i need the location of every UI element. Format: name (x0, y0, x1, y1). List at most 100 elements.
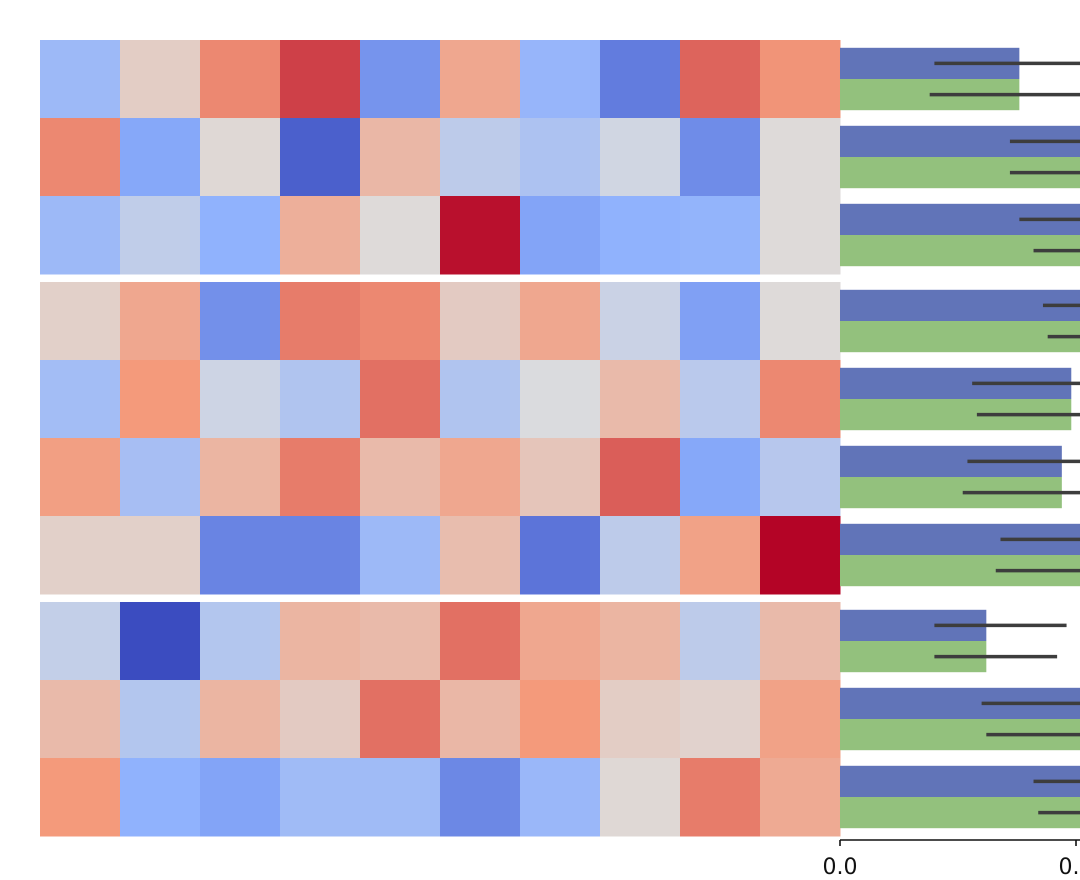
heatmap-cell (120, 360, 201, 439)
heatmap-cell (40, 360, 121, 439)
heatmap (40, 40, 841, 837)
heatmap-cell (120, 118, 201, 197)
heatmap-cell (40, 118, 121, 197)
x-tick-label: 0.0 (823, 855, 858, 880)
heatmap-cell (680, 282, 761, 361)
heatmap-cell (520, 438, 601, 517)
heatmap-cell (680, 602, 761, 681)
heatmap-cell (520, 516, 601, 595)
heatmap-cell (440, 758, 521, 837)
heatmap-cell (40, 40, 121, 119)
heatmap-cell (40, 516, 121, 595)
heatmap-cell (200, 438, 281, 517)
heatmap-cell (280, 282, 361, 361)
heatmap-cell (280, 680, 361, 759)
heatmap-cell (280, 196, 361, 275)
heatmap-cell (600, 516, 681, 595)
heatmap-cell (680, 196, 761, 275)
heatmap-cell (440, 680, 521, 759)
heatmap-cell (40, 758, 121, 837)
heatmap-cell (680, 438, 761, 517)
heatmap-cell (520, 282, 601, 361)
heatmap-cell (600, 40, 681, 119)
heatmap-cell (280, 516, 361, 595)
heatmap-cell (280, 118, 361, 197)
heatmap-cell (280, 438, 361, 517)
heatmap-cell (760, 40, 841, 119)
heatmap-cell (520, 680, 601, 759)
heatmap-cell (360, 40, 441, 119)
heatmap-cell (40, 602, 121, 681)
heatmap-cell (600, 680, 681, 759)
heatmap-cell (680, 118, 761, 197)
heatmap-cell (680, 40, 761, 119)
heatmap-cell (440, 40, 521, 119)
heatmap-cell (600, 602, 681, 681)
heatmap-cell (280, 360, 361, 439)
heatmap-cell (440, 438, 521, 517)
bar-series-2 (840, 321, 1080, 353)
heatmap-cell (520, 758, 601, 837)
heatmap-cell (200, 360, 281, 439)
heatmap-cell (40, 438, 121, 517)
heatmap-cell (40, 680, 121, 759)
heatmap-cell (280, 758, 361, 837)
heatmap-cell (760, 360, 841, 439)
bar-series-1 (840, 289, 1080, 321)
heatmap-cell (360, 196, 441, 275)
heatmap-cell (120, 680, 201, 759)
heatmap-cell (440, 282, 521, 361)
heatmap-cell (360, 360, 441, 439)
heatmap-cell (760, 602, 841, 681)
heatmap-cell (760, 758, 841, 837)
heatmap-cell (440, 196, 521, 275)
heatmap-cell (200, 40, 281, 119)
heatmap-cell (40, 282, 121, 361)
heatmap-cell (120, 516, 201, 595)
bar-x-axis: 0.0 0.5 (823, 839, 1080, 880)
heatmap-cell (680, 758, 761, 837)
heatmap-cell (120, 282, 201, 361)
heatmap-cell (200, 282, 281, 361)
heatmap-cell (440, 360, 521, 439)
heatmap-cell (520, 196, 601, 275)
heatmap-cell (200, 118, 281, 197)
heatmap-cell (120, 40, 201, 119)
heatmap-cell (120, 438, 201, 517)
heatmap-cell (120, 758, 201, 837)
x-tick-label: 0.5 (1059, 855, 1080, 880)
heatmap-cell (280, 602, 361, 681)
heatmap-cell (760, 516, 841, 595)
heatmap-cell (600, 118, 681, 197)
heatmap-cell (360, 118, 441, 197)
heatmap-cell (120, 196, 201, 275)
heatmap-cell (600, 196, 681, 275)
heatmap-cell (760, 196, 841, 275)
heatmap-cell (200, 516, 281, 595)
heatmap-cell (360, 516, 441, 595)
heatmap-cell (360, 680, 441, 759)
heatmap-cell (360, 438, 441, 517)
heatmap-cell (600, 360, 681, 439)
heatmap-cell (360, 602, 441, 681)
heatmap-cell (760, 282, 841, 361)
heatmap-cell (280, 40, 361, 119)
heatmap-cell (680, 360, 761, 439)
heatmap-cell (600, 758, 681, 837)
heatmap-cell (760, 118, 841, 197)
heatmap-cell (360, 282, 441, 361)
bar-chart (840, 47, 1080, 829)
heatmap-cell (600, 282, 681, 361)
heatmap-cell (440, 118, 521, 197)
heatmap-cell (520, 360, 601, 439)
heatmap-cell (200, 758, 281, 837)
heatmap-cell (760, 680, 841, 759)
heatmap-cell (520, 40, 601, 119)
heatmap-cell (200, 196, 281, 275)
heatmap-cell (360, 758, 441, 837)
heatmap-cell (200, 680, 281, 759)
heatmap-cell (680, 680, 761, 759)
heatmap-cell (760, 438, 841, 517)
